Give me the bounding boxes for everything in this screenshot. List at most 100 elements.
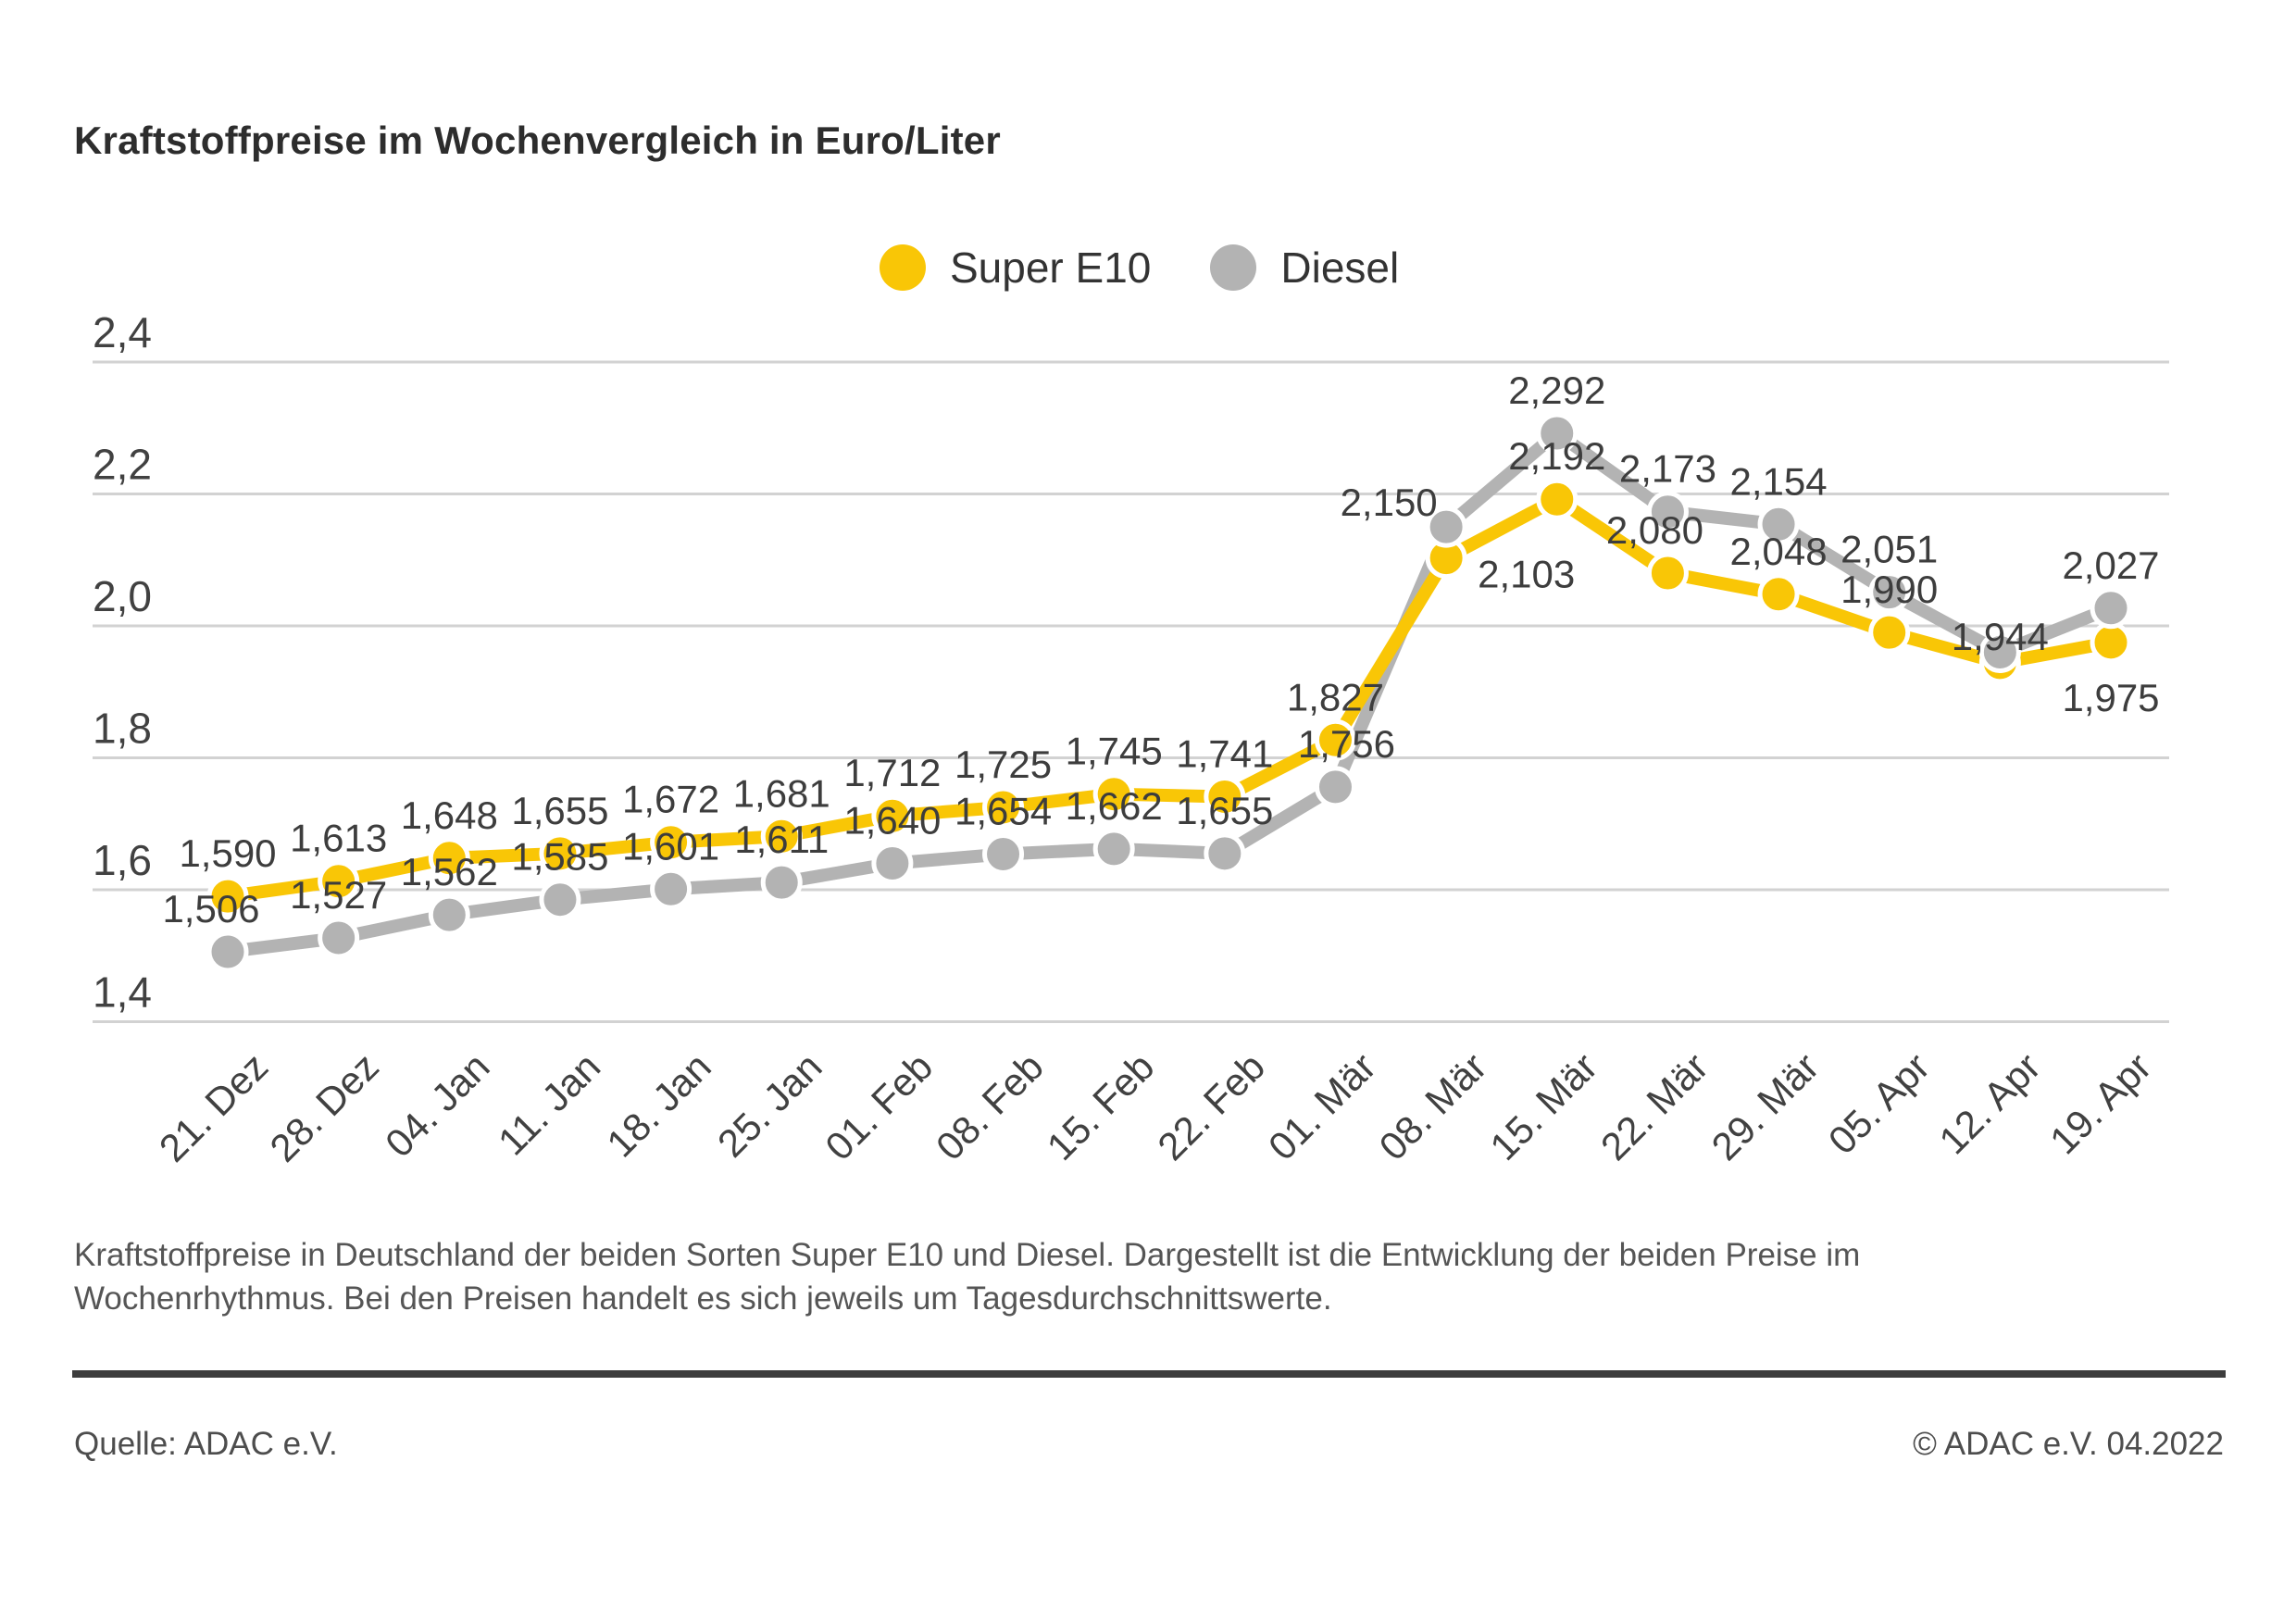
data-label: 1,944 bbox=[1952, 615, 2049, 658]
legend-label-diesel: Diesel bbox=[1280, 244, 1400, 292]
data-point-super-e10 bbox=[539, 832, 581, 875]
y-axis-tick-label: 2,0 bbox=[93, 572, 152, 620]
data-label: 1,640 bbox=[843, 799, 941, 843]
data-label: 1,655 bbox=[1176, 789, 1273, 832]
x-axis-tick-label: 15. Feb bbox=[1039, 1044, 1163, 1168]
data-label: 1,745 bbox=[1066, 730, 1163, 773]
data-label: 2,080 bbox=[1606, 508, 1703, 552]
data-label: 1,827 bbox=[1287, 675, 1384, 718]
data-point-super-e10 bbox=[1536, 478, 1578, 520]
data-point-super-e10 bbox=[760, 815, 803, 857]
data-point-super-e10 bbox=[1757, 573, 1800, 616]
data-point-super-e10 bbox=[982, 786, 1025, 829]
series-line-diesel bbox=[221, 426, 2117, 958]
data-label: 1,648 bbox=[401, 793, 498, 837]
data-point-diesel bbox=[760, 861, 803, 904]
data-label: 2,292 bbox=[1508, 368, 1605, 412]
data-label: 2,051 bbox=[1841, 528, 1938, 571]
copyright-text: © ADAC e.V. 04.2022 bbox=[1913, 1426, 2224, 1462]
diesel-dot-icon bbox=[1210, 244, 1257, 291]
data-label: 1,613 bbox=[290, 817, 387, 860]
data-label: 1,681 bbox=[733, 771, 830, 815]
page-title: Kraftstoffpreise im Wochenvergleich in E… bbox=[74, 119, 1001, 162]
footer-divider bbox=[72, 1370, 2226, 1378]
y-axis-tick-label: 1,6 bbox=[93, 836, 152, 884]
data-label: 1,601 bbox=[622, 824, 719, 868]
data-point-diesel bbox=[650, 868, 693, 910]
chart-legend: Super E10 Diesel bbox=[880, 243, 1399, 293]
data-label: 1,990 bbox=[1841, 568, 1938, 611]
x-axis-tick-label: 01. Feb bbox=[817, 1044, 941, 1168]
caption-line-2: Wochenrhythmus. Bei den Preisen handelt … bbox=[74, 1280, 1332, 1317]
data-point-super-e10 bbox=[871, 794, 914, 837]
x-axis-tick-label: 28. Dez bbox=[261, 1044, 387, 1170]
data-label: 1,562 bbox=[401, 850, 498, 893]
data-label: 1,756 bbox=[1298, 722, 1395, 766]
data-point-super-e10 bbox=[1646, 552, 1689, 594]
data-label: 1,654 bbox=[955, 790, 1052, 833]
x-axis-tick-label: 29. Mär bbox=[1703, 1044, 1828, 1168]
data-point-diesel bbox=[428, 893, 470, 936]
data-point-diesel bbox=[1978, 631, 2021, 673]
x-axis-tick-label: 22. Feb bbox=[1149, 1044, 1273, 1168]
x-axis-tick-label: 19. Apr bbox=[2041, 1044, 2159, 1162]
data-label: 2,154 bbox=[1730, 459, 1828, 503]
data-label: 2,173 bbox=[1619, 447, 1716, 491]
data-point-super-e10 bbox=[206, 875, 249, 918]
data-label: 1,655 bbox=[511, 789, 608, 832]
x-axis-tick-label: 08. Feb bbox=[928, 1044, 1052, 1168]
data-point-diesel bbox=[1646, 491, 1689, 533]
legend-label-super-e10: Super E10 bbox=[950, 244, 1152, 292]
x-axis-tick-label: 22. Mär bbox=[1592, 1044, 1716, 1168]
data-point-diesel bbox=[1204, 832, 1246, 875]
data-point-diesel bbox=[539, 879, 581, 921]
data-label: 1,725 bbox=[955, 743, 1052, 786]
data-point-diesel bbox=[1092, 828, 1135, 870]
data-label: 2,048 bbox=[1730, 530, 1828, 573]
data-point-super-e10 bbox=[1314, 718, 1356, 761]
y-axis-tick-label: 1,4 bbox=[93, 968, 152, 1017]
data-label: 1,611 bbox=[734, 818, 829, 861]
data-point-diesel bbox=[318, 917, 360, 959]
x-axis-tick-label: 12. Apr bbox=[1930, 1044, 2048, 1162]
x-axis-tick-label: 11. Jan bbox=[490, 1044, 608, 1163]
data-label: 1,741 bbox=[1176, 732, 1273, 776]
data-label: 1,585 bbox=[511, 835, 608, 879]
data-point-super-e10 bbox=[428, 837, 470, 880]
y-axis-tick-label: 1,8 bbox=[93, 705, 152, 753]
data-label: 1,527 bbox=[290, 873, 387, 917]
legend-item-diesel: Diesel bbox=[1210, 243, 1399, 293]
data-point-super-e10 bbox=[650, 821, 693, 864]
data-label: 2,103 bbox=[1478, 553, 1575, 596]
caption-line-1: Kraftstoffpreise in Deutschland der beid… bbox=[74, 1237, 1861, 1273]
data-label: 2,192 bbox=[1508, 434, 1605, 478]
data-point-diesel bbox=[1425, 506, 1467, 548]
data-point-super-e10 bbox=[1204, 776, 1246, 818]
data-label: 1,975 bbox=[2062, 676, 2159, 719]
data-point-diesel bbox=[1314, 766, 1356, 808]
data-point-super-e10 bbox=[1092, 773, 1135, 816]
x-axis-tick-label: 25. Jan bbox=[709, 1044, 830, 1166]
x-axis-tick-label: 04. Jan bbox=[377, 1044, 498, 1166]
y-axis-tick-label: 2,2 bbox=[93, 441, 152, 489]
data-point-super-e10 bbox=[1868, 611, 1911, 654]
x-axis-tick-label: 15. Mär bbox=[1481, 1044, 1605, 1168]
source-text: Quelle: ADAC e.V. bbox=[74, 1426, 338, 1462]
data-label: 1,662 bbox=[1066, 784, 1163, 828]
x-axis-tick-label: 08. Mär bbox=[1371, 1044, 1495, 1168]
legend-item-super-e10: Super E10 bbox=[880, 243, 1151, 293]
y-axis-tick-label: 2,4 bbox=[93, 308, 152, 356]
x-axis-tick-label: 01. Mär bbox=[1260, 1044, 1384, 1168]
data-point-diesel bbox=[1868, 571, 1911, 614]
data-label: 1,712 bbox=[843, 751, 941, 794]
data-point-super-e10 bbox=[2090, 621, 2132, 664]
data-label: 1,672 bbox=[622, 778, 719, 821]
data-label: 2,027 bbox=[2062, 543, 2159, 587]
data-point-diesel bbox=[871, 843, 914, 884]
x-axis-tick-label: 18. Jan bbox=[598, 1044, 719, 1166]
data-label: 1,506 bbox=[162, 887, 259, 930]
x-axis-tick-label: 21. Dez bbox=[151, 1044, 277, 1170]
data-point-diesel bbox=[206, 930, 249, 973]
